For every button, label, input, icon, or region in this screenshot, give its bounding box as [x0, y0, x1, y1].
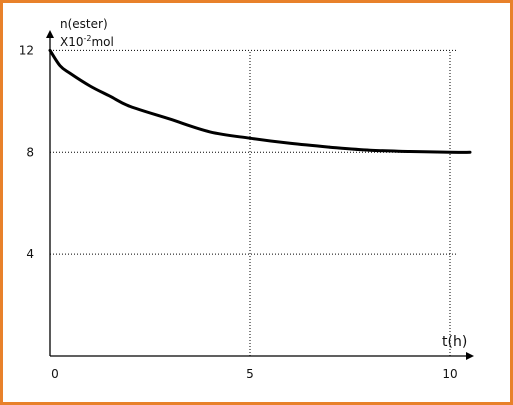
y-axis-label-exponent: -2 — [84, 34, 92, 43]
y-tick-label-1: 8 — [26, 145, 34, 159]
tick-labels: 4 8 12 0 5 10 — [19, 43, 458, 381]
y-tick-label-2: 12 — [19, 43, 34, 57]
y-axis-label-line1: n(ester) — [60, 17, 108, 31]
series-layer — [48, 48, 472, 154]
x-tick-label-1: 5 — [246, 367, 254, 381]
y-axis-label-line2: X10-2mol — [60, 34, 114, 49]
series-line-0 — [48, 48, 472, 154]
y-axis-label-prefix: X10 — [60, 35, 84, 49]
x-tick-label-2: 10 — [442, 367, 457, 381]
y-tick-label-0: 4 — [26, 247, 34, 261]
x-axis-label: t(h) — [442, 334, 467, 350]
y-axis-label-suffix: mol — [91, 35, 113, 49]
x-tick-label-0: 0 — [51, 367, 59, 381]
